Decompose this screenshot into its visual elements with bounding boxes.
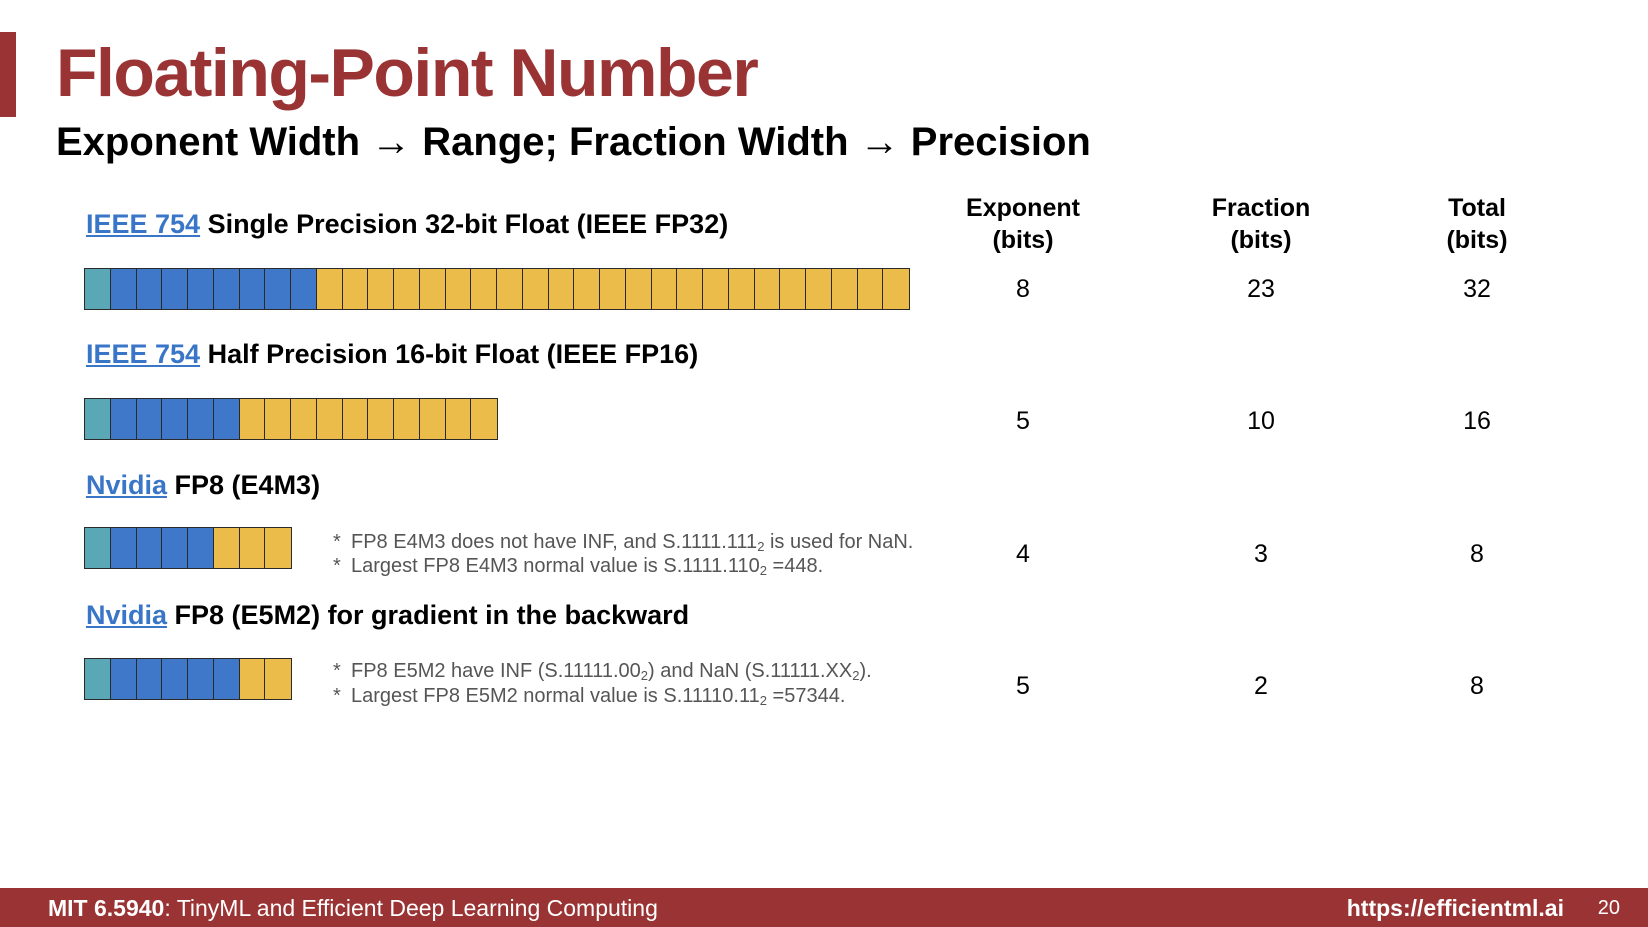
fraction-bit xyxy=(445,399,472,439)
exponent-bit xyxy=(162,269,188,309)
exponent-bit xyxy=(136,269,163,309)
fp16-exponent-bits: 5 xyxy=(1016,407,1030,435)
exponent-bit xyxy=(136,528,163,568)
fraction-bit xyxy=(368,399,394,439)
fraction-bit xyxy=(703,269,729,309)
fraction-bit xyxy=(522,269,549,309)
column-header-total: Total (bits) xyxy=(1446,194,1508,254)
fraction-bit xyxy=(394,399,420,439)
course-title: MIT 6.5940: TinyML and Efficient Deep Le… xyxy=(48,895,658,921)
fraction-bit xyxy=(445,269,472,309)
exponent-bit xyxy=(188,269,214,309)
bit-layout-fp8-e4m3 xyxy=(84,527,292,569)
exponent-bit xyxy=(239,269,266,309)
fraction-bit xyxy=(265,528,291,568)
exponent-bit xyxy=(136,659,163,699)
ieee754-link[interactable]: IEEE 754 xyxy=(86,209,201,239)
fraction-bit xyxy=(831,269,858,309)
fraction-bit xyxy=(265,399,291,439)
exponent-bit xyxy=(110,399,137,439)
fraction-bit xyxy=(316,269,343,309)
slide-title: Floating-Point Number xyxy=(56,35,759,111)
title-accent-bar xyxy=(0,32,16,117)
fraction-bit xyxy=(419,399,446,439)
fraction-bit xyxy=(239,659,266,699)
fraction-bit xyxy=(497,269,523,309)
exponent-bit xyxy=(188,399,214,439)
fp8-e5m2-total-bits: 8 xyxy=(1470,672,1484,700)
slide-subtitle: Exponent Width → Range; Fraction Width →… xyxy=(56,120,1091,164)
fraction-bit xyxy=(471,269,497,309)
fraction-bit xyxy=(574,269,600,309)
fp8-e5m2-fraction-bits: 2 xyxy=(1254,672,1268,700)
exponent-bit xyxy=(188,528,214,568)
sign-bit xyxy=(85,269,111,309)
bit-layout-fp32 xyxy=(84,268,910,310)
exponent-bit xyxy=(265,269,291,309)
fraction-bit xyxy=(754,269,781,309)
fraction-bit xyxy=(728,269,755,309)
fraction-bit xyxy=(239,528,266,568)
fraction-bit xyxy=(677,269,703,309)
sign-bit xyxy=(85,399,111,439)
fraction-bit xyxy=(291,399,317,439)
fraction-bit xyxy=(342,399,369,439)
fraction-bit xyxy=(651,269,678,309)
fraction-bit xyxy=(883,269,909,309)
fraction-bit xyxy=(857,269,884,309)
nvidia-link[interactable]: Nvidia xyxy=(86,470,168,500)
bit-layout-fp8-e5m2 xyxy=(84,658,292,700)
sign-bit xyxy=(85,528,111,568)
column-header-fraction: Fraction (bits) xyxy=(1211,194,1311,254)
fraction-bit xyxy=(419,269,446,309)
fraction-bit xyxy=(625,269,652,309)
exponent-bit xyxy=(291,269,317,309)
fp16-total-bits: 16 xyxy=(1463,407,1491,435)
exponent-bit xyxy=(162,528,188,568)
format-heading-fp32: IEEE 754 Single Precision 32-bit Float (… xyxy=(86,209,729,239)
nvidia-link[interactable]: Nvidia xyxy=(86,600,168,630)
fp8-e4m3-fraction-bits: 3 xyxy=(1254,540,1268,568)
exponent-bit xyxy=(188,659,214,699)
fraction-bit xyxy=(265,659,291,699)
column-header-exponent: Exponent (bits) xyxy=(966,194,1080,254)
exponent-bit xyxy=(110,269,137,309)
fp8-e5m2-exponent-bits: 5 xyxy=(1016,672,1030,700)
fraction-bit xyxy=(342,269,369,309)
format-heading-fp8-e4m3: Nvidia FP8 (E4M3) xyxy=(86,470,321,500)
exponent-bit xyxy=(110,528,137,568)
format-heading-fp8-e5m2: Nvidia FP8 (E5M2) for gradient in the ba… xyxy=(86,600,690,630)
ieee754-link[interactable]: IEEE 754 xyxy=(86,339,201,369)
format-heading-fp16: IEEE 754 Half Precision 16-bit Float (IE… xyxy=(86,339,699,369)
fp32-exponent-bits: 8 xyxy=(1016,275,1030,303)
fp32-total-bits: 32 xyxy=(1463,275,1491,303)
page-number: 20 xyxy=(1597,897,1620,919)
fp8-e4m3-exponent-bits: 4 xyxy=(1016,540,1030,568)
fp8-e4m3-total-bits: 8 xyxy=(1470,540,1484,568)
footer-bar: MIT 6.5940: TinyML and Efficient Deep Le… xyxy=(0,888,1648,927)
fraction-bit xyxy=(239,399,266,439)
exponent-bit xyxy=(162,659,188,699)
fraction-bit xyxy=(471,399,497,439)
bit-layout-fp16 xyxy=(84,398,498,440)
exponent-bit xyxy=(213,269,240,309)
fraction-bit xyxy=(316,399,343,439)
exponent-bit xyxy=(110,659,137,699)
exponent-bit xyxy=(136,399,163,439)
fraction-bit xyxy=(548,269,575,309)
fraction-bit xyxy=(780,269,806,309)
exponent-bit xyxy=(213,659,240,699)
fraction-bit xyxy=(600,269,626,309)
sign-bit xyxy=(85,659,111,699)
exponent-bit xyxy=(162,399,188,439)
course-url-link[interactable]: https://efficientml.ai xyxy=(1346,895,1564,921)
fraction-bit xyxy=(806,269,832,309)
exponent-bit xyxy=(213,399,240,439)
fraction-bit xyxy=(394,269,420,309)
fraction-bit xyxy=(213,528,240,568)
fp16-fraction-bits: 10 xyxy=(1247,407,1275,435)
fp32-fraction-bits: 23 xyxy=(1247,275,1275,303)
fraction-bit xyxy=(368,269,394,309)
